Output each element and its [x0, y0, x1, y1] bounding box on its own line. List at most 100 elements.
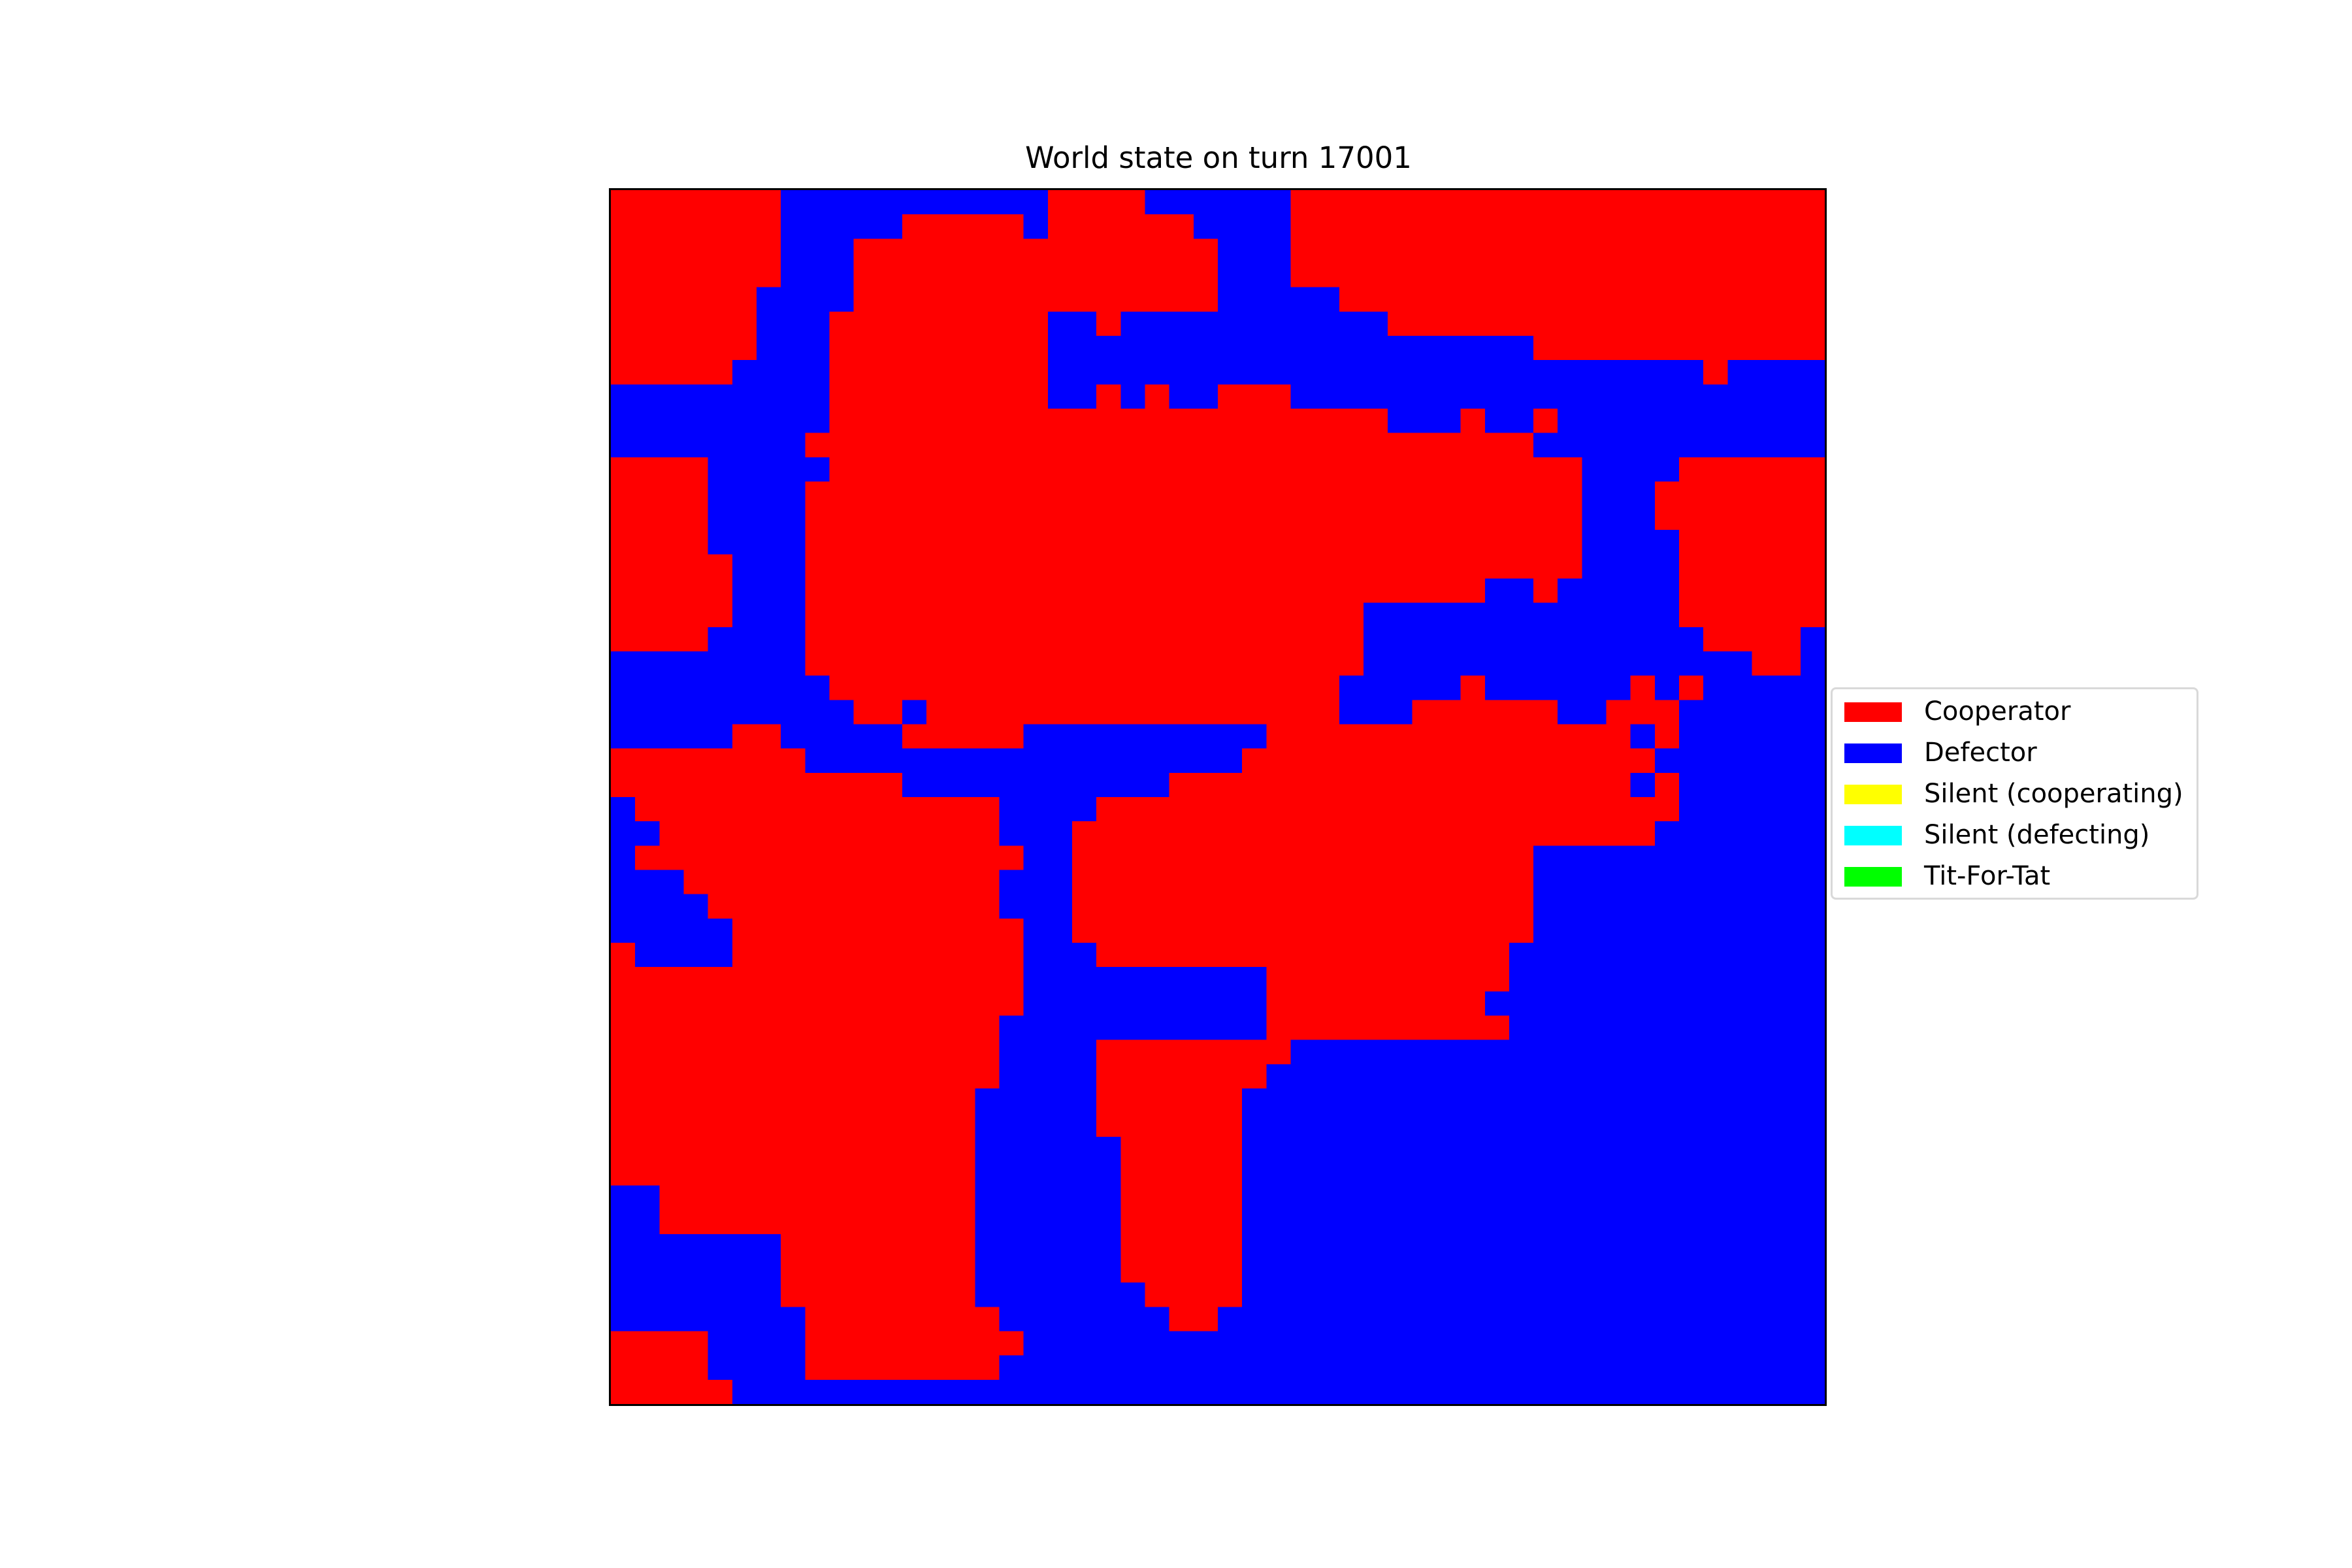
grid-cell: [1047, 335, 1073, 361]
grid-cell: [1193, 602, 1218, 628]
grid-cell: [902, 554, 927, 580]
grid-cell: [756, 335, 781, 361]
legend-swatch-tit-for-tat: [1844, 867, 1902, 887]
grid-cell: [1218, 1258, 1243, 1283]
grid-cell: [659, 651, 685, 676]
grid-cell: [659, 772, 685, 798]
grid-cell: [975, 287, 1000, 312]
grid-cell: [1242, 1088, 1267, 1113]
grid-cell: [708, 918, 733, 943]
grid-cell: [853, 287, 879, 312]
grid-cell: [1606, 894, 1631, 919]
grid-cell: [926, 554, 951, 580]
grid-cell: [1703, 1161, 1729, 1186]
grid-cell: [1679, 1307, 1704, 1332]
grid-cell: [635, 1209, 661, 1235]
grid-cell: [1315, 384, 1340, 410]
grid-cell: [1776, 408, 1801, 434]
grid-cell: [1800, 870, 1825, 895]
grid-cell: [1582, 287, 1607, 312]
grid-cell: [1169, 1233, 1194, 1259]
grid-cell: [1120, 845, 1146, 871]
grid-cell: [1363, 602, 1388, 628]
grid-cell: [1363, 1379, 1388, 1404]
grid-cell: [1339, 1331, 1364, 1356]
grid-cell: [1752, 190, 1777, 215]
grid-cell: [1412, 335, 1437, 361]
grid-cell: [1484, 384, 1510, 410]
grid-cell: [1800, 845, 1825, 871]
grid-cell: [611, 408, 636, 434]
grid-cell: [1509, 967, 1534, 992]
grid-cell: [1703, 918, 1729, 943]
grid-cell: [1460, 772, 1486, 798]
grid-cell: [1242, 1282, 1267, 1308]
grid-cell: [829, 942, 855, 968]
grid-cell: [1654, 942, 1680, 968]
grid-cell: [1047, 1282, 1073, 1308]
grid-cell: [1436, 700, 1462, 725]
grid-cell: [1072, 894, 1097, 919]
grid-cell: [1388, 1113, 1413, 1137]
grid-cell: [1339, 676, 1364, 701]
grid-cell: [1169, 263, 1194, 288]
grid-cell: [1363, 1307, 1388, 1332]
legend-label-defector: Defector: [1924, 738, 2037, 768]
grid-cell: [1145, 821, 1170, 847]
grid-cell: [1218, 1039, 1243, 1065]
grid-cell: [1315, 651, 1340, 676]
grid-cell: [805, 360, 830, 385]
grid-cell: [1315, 918, 1340, 943]
grid-cell: [1752, 1137, 1777, 1162]
grid-cell: [1679, 1258, 1704, 1283]
grid-cell: [1727, 1064, 1753, 1089]
grid-cell: [611, 967, 636, 992]
grid-cell: [683, 1161, 709, 1186]
grid-cell: [1703, 1137, 1729, 1162]
grid-cell: [1484, 481, 1510, 506]
grid-cell: [683, 870, 709, 895]
grid-cell: [1582, 991, 1607, 1017]
grid-cell: [708, 214, 733, 240]
grid-cell: [1533, 1209, 1558, 1235]
grid-cell: [926, 1307, 951, 1332]
grid-cell: [805, 1015, 830, 1041]
grid-cell: [1096, 870, 1122, 895]
grid-cell: [1727, 287, 1753, 312]
grid-cell: [611, 700, 636, 725]
grid-cell: [1388, 433, 1413, 458]
grid-cell: [902, 335, 927, 361]
grid-cell: [1558, 1331, 1583, 1356]
grid-cell: [902, 1015, 927, 1041]
grid-cell: [877, 797, 903, 822]
grid-cell: [1752, 1015, 1777, 1041]
grid-cell: [1363, 1113, 1388, 1137]
grid-cell: [1072, 1307, 1097, 1332]
grid-cell: [1242, 918, 1267, 943]
grid-cell: [611, 651, 636, 676]
grid-cell: [926, 1113, 951, 1137]
grid-cell: [1242, 1209, 1267, 1235]
grid-cell: [999, 918, 1024, 943]
grid-cell: [1193, 335, 1218, 361]
grid-cell: [781, 918, 806, 943]
grid-cell: [1145, 1355, 1170, 1380]
grid-cell: [951, 335, 976, 361]
grid-cell: [1558, 1379, 1583, 1404]
grid-cell: [683, 1355, 709, 1380]
grid-cell: [1436, 384, 1462, 410]
grid-cell: [1679, 724, 1704, 749]
grid-cell: [611, 772, 636, 798]
grid-cell: [1606, 1209, 1631, 1235]
grid-cell: [975, 311, 1000, 336]
grid-cell: [659, 1355, 685, 1380]
grid-cell: [1436, 1185, 1462, 1211]
grid-cell: [1484, 238, 1510, 264]
grid-cell: [902, 627, 927, 652]
grid-cell: [1654, 797, 1680, 822]
grid-cell: [1509, 821, 1534, 847]
grid-cell: [1193, 1355, 1218, 1380]
grid-cell: [951, 287, 976, 312]
grid-cell: [1290, 1233, 1316, 1259]
grid-cell: [708, 190, 733, 215]
